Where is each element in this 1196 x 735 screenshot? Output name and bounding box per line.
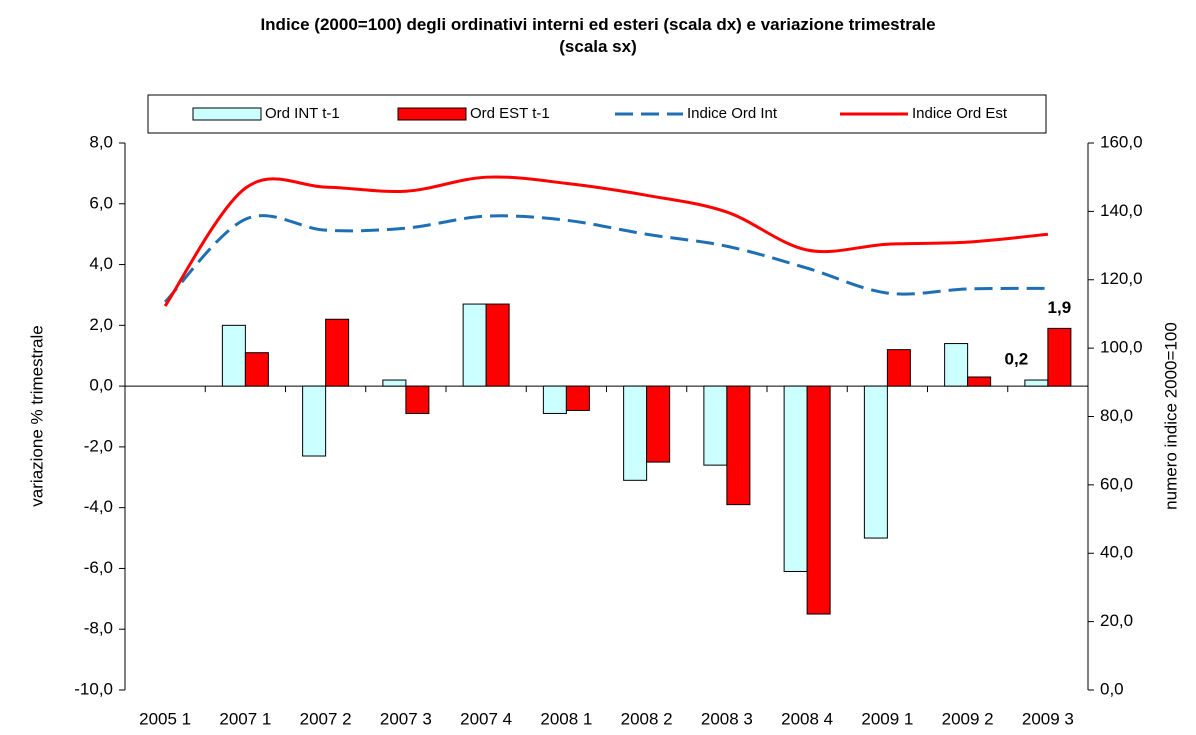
legend-swatch (192, 107, 262, 121)
y-axis-label: variazione % trimestrale (27, 325, 46, 506)
chart-title: Indice (2000=100) degli ordinativi inter… (260, 15, 936, 56)
legend-label: Indice Ord Est (912, 105, 1008, 122)
bar (221, 324, 246, 387)
y2-tick-label: 40,0 (1100, 543, 1133, 562)
y-tick-label: -10,0 (74, 679, 113, 698)
bar (623, 385, 648, 481)
x-tick-label: 2008 4 (781, 709, 833, 728)
bar (244, 352, 269, 387)
y2-tick-label: 0,0 (1100, 679, 1124, 698)
y-tick-label: 4,0 (89, 254, 113, 273)
legend-label: Ord EST t-1 (470, 105, 550, 122)
bar (703, 385, 728, 466)
x-tick-label: 2008 3 (701, 709, 753, 728)
y2-tick-label: 120,0 (1100, 269, 1143, 288)
bar (382, 379, 407, 387)
y2-tick-label: 140,0 (1100, 201, 1143, 220)
bar (302, 385, 327, 457)
bar (886, 349, 911, 387)
y2-tick-label: 60,0 (1100, 474, 1133, 493)
bar (1047, 327, 1072, 387)
y-tick-label: 6,0 (89, 193, 113, 212)
line (163, 175, 1049, 307)
legend-label: Indice Ord Int (687, 105, 778, 122)
x-tick-label: 2007 1 (219, 709, 271, 728)
bar (806, 385, 831, 615)
legend-swatch (397, 107, 467, 121)
y-tick-label: 0,0 (89, 376, 113, 395)
y-tick-label: -2,0 (84, 436, 113, 455)
bar (646, 385, 671, 463)
data-label: 1,9 (1048, 298, 1072, 317)
bar (944, 343, 969, 387)
y2-tick-label: 80,0 (1100, 406, 1133, 425)
line (164, 214, 1048, 304)
y-tick-label: 2,0 (89, 315, 113, 334)
x-tick-label: 2007 2 (300, 709, 352, 728)
y2-tick-label: 20,0 (1100, 611, 1133, 630)
y-tick-label: -4,0 (84, 497, 113, 516)
x-tick-label: 2008 1 (540, 709, 592, 728)
bar (485, 303, 510, 387)
x-tick-label: 2009 3 (1022, 709, 1074, 728)
bar (967, 376, 992, 387)
bar (542, 385, 567, 414)
legend-label: Ord INT t-1 (265, 105, 340, 122)
y2-tick-label: 100,0 (1100, 338, 1143, 357)
x-tick-label: 2008 2 (621, 709, 673, 728)
data-label: 0,2 (1005, 350, 1029, 369)
x-tick-label: 2007 4 (460, 709, 512, 728)
y2-axis-label: numero indice 2000=100 (1161, 322, 1180, 510)
bar (863, 385, 888, 539)
y2-tick-label: 160,0 (1100, 132, 1143, 151)
bar (325, 318, 350, 387)
x-tick-label: 2009 1 (861, 709, 913, 728)
y-tick-label: -6,0 (84, 558, 113, 577)
x-tick-label: 2009 2 (942, 709, 994, 728)
bar (1024, 379, 1049, 387)
bar (565, 385, 590, 411)
y-tick-label: 8,0 (89, 132, 113, 151)
bar (462, 303, 487, 387)
x-tick-label: 2005 1 (139, 709, 191, 728)
bar (783, 385, 808, 572)
bar (405, 385, 430, 414)
x-tick-label: 2007 3 (380, 709, 432, 728)
bar (726, 385, 751, 506)
y-tick-label: -8,0 (84, 619, 113, 638)
